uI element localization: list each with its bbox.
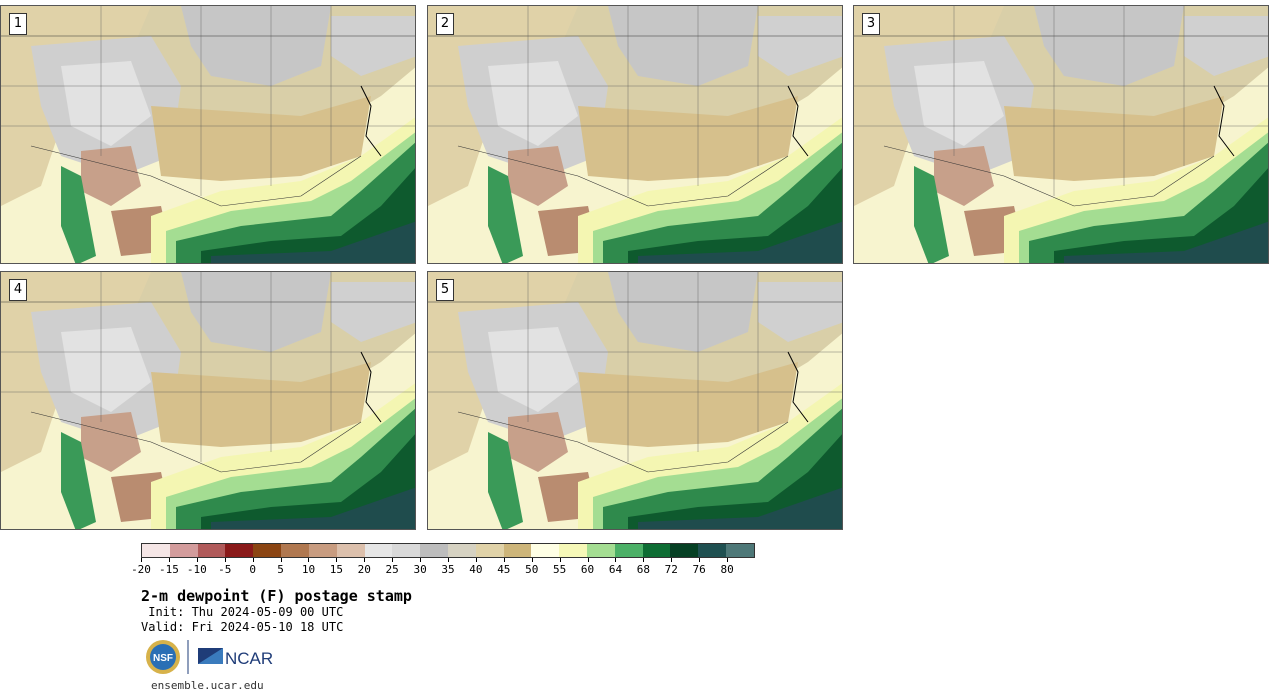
colorbar-tick xyxy=(364,558,366,562)
colorbar-swatch xyxy=(169,544,198,557)
colorbar-tick xyxy=(531,558,533,562)
colorbar-swatch xyxy=(503,544,532,557)
colorbar-swatch xyxy=(447,544,476,557)
dewpoint-map xyxy=(1,6,415,263)
colorbar-tick-label: 15 xyxy=(329,563,343,576)
member-label: 1 xyxy=(9,13,27,35)
member-label: 3 xyxy=(862,13,880,35)
colorbar-tick xyxy=(671,558,673,562)
colorbar-swatch xyxy=(726,544,754,557)
colorbar-swatch xyxy=(559,544,587,557)
dewpoint-map xyxy=(1,272,415,529)
colorbar-tick-label: 50 xyxy=(525,563,539,576)
colorbar-tick xyxy=(699,558,701,562)
colorbar-tick-label: 10 xyxy=(301,563,316,576)
colorbar-tick xyxy=(252,558,254,562)
colorbar-swatch xyxy=(587,544,615,557)
colorbar-tick-label: 76 xyxy=(692,563,706,576)
colorbar-tick xyxy=(168,558,170,562)
colorbar-swatch xyxy=(336,544,365,557)
colorbar-tick-label: -20 xyxy=(131,563,151,576)
map-panel-2[interactable]: 2 xyxy=(427,5,843,264)
colorbar-tick-label: -5 xyxy=(218,563,232,576)
ncar-logo-icon: NCAR xyxy=(198,648,273,668)
page-title: 2-m dewpoint (F) postage stamp xyxy=(141,587,412,605)
member-label: 4 xyxy=(9,279,27,301)
colorbar-swatch xyxy=(698,544,727,557)
map-panel-3[interactable]: 3 xyxy=(853,5,1269,264)
colorbar-swatch xyxy=(253,544,282,557)
colorbar-tick-label: 20 xyxy=(357,563,371,576)
colorbar-tick-label: 60 xyxy=(580,563,595,576)
valid-time: Valid: Fri 2024-05-10 18 UTC xyxy=(141,620,344,634)
colorbar-tick-label: 5 xyxy=(277,563,284,576)
colorbar-tick xyxy=(643,558,645,562)
colorbar-swatch xyxy=(281,544,309,557)
svg-text:NCAR: NCAR xyxy=(225,649,273,668)
colorbar-tick-label: 30 xyxy=(413,563,427,576)
dewpoint-map xyxy=(854,6,1268,263)
colorbar-tick-label: -15 xyxy=(158,563,179,576)
colorbar-swatch xyxy=(225,544,254,557)
map-panel-5[interactable]: 5 xyxy=(427,271,843,530)
colorbar-tick xyxy=(475,558,477,562)
colorbar-swatch xyxy=(642,544,671,557)
colorbar-tick-label: 0 xyxy=(249,563,256,576)
colorbar-swatch xyxy=(142,544,170,557)
colorbar-tick xyxy=(559,558,561,562)
colorbar-tick-label: 25 xyxy=(385,563,399,576)
svg-text:NSF: NSF xyxy=(153,653,173,664)
colorbar-tick xyxy=(727,558,729,562)
colorbar-swatch xyxy=(308,544,337,557)
logos: NSF NCAR xyxy=(146,640,273,674)
colorbar-swatch xyxy=(420,544,448,557)
map-panel-4[interactable]: 4 xyxy=(0,271,416,530)
member-label: 2 xyxy=(436,13,454,35)
colorbar-tick-label: 68 xyxy=(636,563,650,576)
site-url[interactable]: ensemble.ucar.edu xyxy=(151,679,264,692)
colorbar-swatch xyxy=(392,544,421,557)
colorbar-swatch xyxy=(364,544,393,557)
dewpoint-map xyxy=(428,6,842,263)
colorbar-tick-label: 80 xyxy=(720,563,734,576)
colorbar-tick-label: 35 xyxy=(441,563,455,576)
colorbar-swatch xyxy=(614,544,643,557)
colorbar-tick xyxy=(196,558,198,562)
dewpoint-map xyxy=(428,272,842,529)
nsf-logo-icon: NSF xyxy=(146,640,180,674)
colorbar-tick-label: 55 xyxy=(553,563,567,576)
colorbar-tick xyxy=(615,558,617,562)
colorbar-tick xyxy=(141,558,142,562)
colorbar-ticks: -20 -15 -10 -5 0 5 10 15 20 25 30 35 40 45 50 55 60 64 68 7… xyxy=(131,558,755,578)
colorbar-tick xyxy=(587,558,589,562)
init-time: Init: Thu 2024-05-09 00 UTC xyxy=(141,605,344,619)
colorbar-tick xyxy=(280,558,282,562)
colorbar-tick-label: 72 xyxy=(664,563,678,576)
member-label: 5 xyxy=(436,279,454,301)
colorbar-tick-label: 40 xyxy=(469,563,483,576)
colorbar-tick xyxy=(448,558,449,562)
colorbar xyxy=(141,543,755,558)
colorbar-swatch xyxy=(531,544,560,557)
colorbar-tick xyxy=(224,558,226,562)
colorbar-tick-label: 64 xyxy=(608,563,623,576)
colorbar-tick xyxy=(308,558,310,562)
colorbar-tick xyxy=(392,558,394,562)
colorbar-swatch xyxy=(197,544,226,557)
colorbar-tick xyxy=(503,558,505,562)
colorbar-tick-label: -10 xyxy=(186,563,207,576)
colorbar-tick-label: 45 xyxy=(497,563,511,576)
colorbar-tick xyxy=(336,558,338,562)
map-panel-1[interactable]: 1 xyxy=(0,5,416,264)
colorbar-swatch xyxy=(670,544,699,557)
colorbar-swatch xyxy=(475,544,504,557)
colorbar-tick xyxy=(420,558,422,562)
